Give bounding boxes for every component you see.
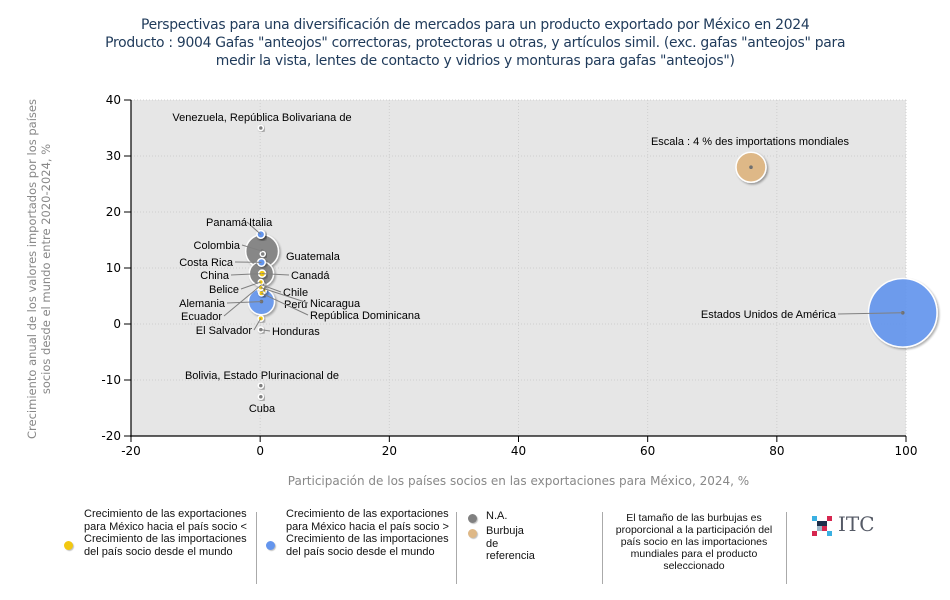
leader-line: [253, 318, 262, 331]
leader-line: [241, 244, 263, 252]
legend-separator: [786, 512, 787, 584]
leader-line: [261, 292, 309, 316]
leader-line: [262, 273, 290, 276]
leader-line: [226, 301, 262, 304]
data-label: Ecuador: [181, 311, 222, 323]
data-label: Guatemala: [286, 251, 341, 263]
bubble: [257, 393, 265, 401]
data-label: Costa Rica: [179, 257, 234, 269]
leader-line: [240, 281, 261, 290]
data-label: Bolivia, Estado Plurinacional de: [185, 370, 339, 382]
title-line-3: medir la vista, lentes de contacto y vid…: [215, 53, 735, 69]
data-label: República Dominicana: [310, 310, 421, 322]
data-label: Chile: [283, 287, 308, 299]
legend-reference-label: Burbuja de referencia: [486, 525, 535, 562]
data-label: Venezuela, República Bolivariana de: [172, 112, 351, 124]
leader-line: [223, 284, 262, 317]
itc-logo-icon: [812, 516, 832, 536]
bubble: [259, 250, 266, 258]
x-tick-label: 60: [640, 444, 655, 458]
reference-bubble-label: Escala : 4 % des importations mondiales: [651, 136, 850, 148]
data-label: Estados Unidos de América: [701, 309, 837, 321]
data-label: Colombia: [194, 240, 241, 252]
data-label: El Salvador: [196, 325, 253, 337]
y-tick-label: 30: [106, 149, 121, 163]
x-tick-label: -20: [121, 444, 141, 458]
y-tick-label: 40: [106, 93, 121, 107]
legend-reference-dot-icon: [468, 529, 477, 538]
x-tick-label: 0: [256, 444, 264, 458]
legend-separator: [456, 512, 457, 584]
data-label: Canadá: [291, 270, 330, 282]
y-tick-label: 10: [106, 261, 121, 275]
leader-line: [837, 312, 903, 315]
y-tick-label: -20: [101, 429, 121, 443]
x-axis-title: Participación de los países socios en la…: [287, 474, 750, 488]
leader-line: [260, 287, 309, 304]
legend-bubble-size-note: El tamaño de las burbujas es proporciona…: [615, 512, 773, 572]
legend-na-dot-icon: [468, 514, 477, 523]
legend-yellow-label: Crecimiento de las exportaciones para Mé…: [84, 508, 247, 558]
leader-line: [260, 329, 271, 332]
bubble: [257, 382, 265, 389]
y-tick-label: 0: [113, 317, 121, 331]
x-tick-label: 40: [511, 444, 526, 458]
data-label: Perú: [284, 299, 307, 311]
x-tick-label: 20: [382, 444, 397, 458]
data-label: Nicaragua: [310, 298, 361, 310]
data-label: Belice: [209, 284, 239, 296]
data-label: Honduras: [272, 326, 320, 338]
x-tick-label: 100: [895, 444, 918, 458]
bubble-center: [259, 299, 264, 304]
chart-title: Perspectivas para una diversificación de…: [0, 16, 950, 70]
legend-separator: [602, 512, 603, 584]
y-tick-label: -10: [101, 373, 121, 387]
legend-na-label: N.A.: [486, 510, 508, 522]
legend-blue-dot-icon: [266, 541, 275, 550]
title-line-1: Perspectivas para una diversificación de…: [140, 17, 810, 33]
x-tick-label: 80: [769, 444, 784, 458]
itc-logo-text: ITC: [838, 512, 875, 536]
bubble: [257, 124, 265, 132]
data-label: Italia: [249, 217, 273, 229]
leader-line: [230, 273, 262, 276]
y-tick-label: 20: [106, 205, 121, 219]
bubble-center: [749, 165, 753, 169]
title-line-2: Producto : 9004 Gafas "anteojos" correct…: [105, 35, 846, 51]
data-label: China: [200, 270, 230, 282]
legend-yellow-dot-icon: [64, 541, 73, 550]
data-label: Cuba: [249, 403, 276, 415]
data-label: Panamá: [206, 217, 248, 229]
data-label: Alemania: [179, 298, 226, 310]
leader-line: [261, 284, 282, 293]
leader-line: [246, 221, 262, 235]
y-axis-title: Crecimiento anual de los valores importa…: [25, 99, 53, 439]
legend-blue-label: Crecimiento de las exportaciones para Mé…: [286, 508, 449, 558]
legend-separator: [256, 512, 257, 584]
